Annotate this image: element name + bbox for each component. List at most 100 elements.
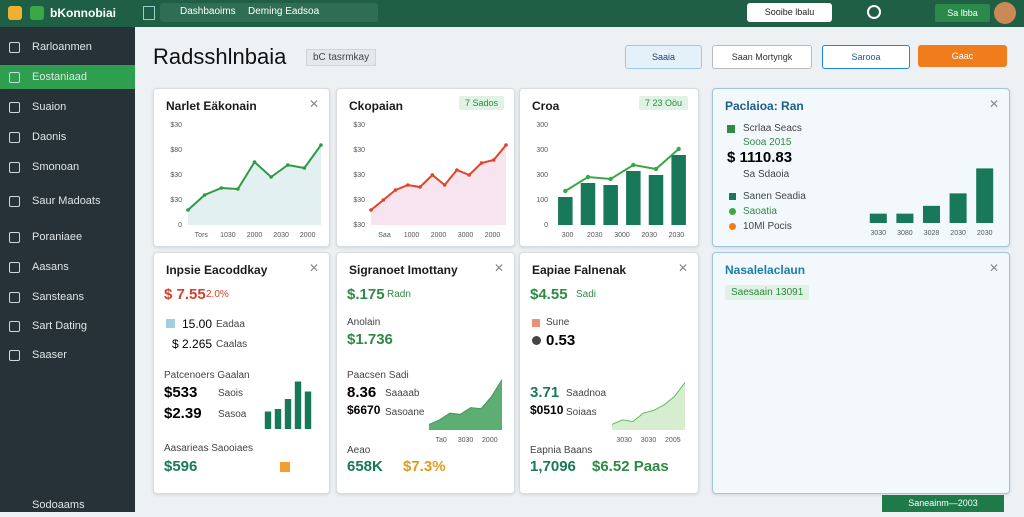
nav-label: Aasans [32, 261, 69, 273]
x-tick-label: 2000 [482, 437, 498, 444]
footer-label: Aasarieas Saooiaes [164, 443, 253, 454]
sub-label: Saaaab [385, 388, 420, 399]
nav-label: Sansteans [32, 291, 84, 303]
badge: Saesaain 13091 [725, 285, 810, 300]
card: Croa 7 23 Oöu 300 300 300 100 0 300 2030 3000 203… [519, 88, 699, 247]
nav-item[interactable]: Suaion [0, 95, 135, 119]
close[interactable]: ✕ [308, 261, 319, 275]
point [504, 143, 508, 147]
nav-item[interactable]: Eostaniaad [0, 65, 135, 89]
footer-value: $7.3% [403, 458, 446, 475]
bar [264, 411, 272, 429]
brand: bKonnobiai [50, 6, 116, 20]
badge: 7 Sados [458, 96, 504, 110]
note: Sa Sdaoia [743, 169, 790, 180]
close[interactable]: ✕ [308, 97, 319, 111]
nav-icon[interactable] [143, 6, 155, 20]
nav-label: Eostaniaad [32, 71, 88, 83]
nav-icon [9, 132, 20, 143]
nav-label: Saur Madoats [32, 195, 101, 207]
nav-item[interactable]: Daonis [0, 125, 135, 149]
line [370, 144, 507, 211]
sub-label: Saois [218, 388, 244, 399]
nav-icon [9, 262, 20, 273]
nav-footer[interactable]: Sodoaams [0, 493, 135, 517]
close[interactable]: ✕ [677, 261, 688, 275]
nav-item[interactable]: Aasans [0, 255, 135, 279]
legend-label: Scrlaa Seacs [743, 123, 802, 134]
button[interactable]: Sarooa [822, 45, 910, 69]
footer-value: 658K [347, 458, 383, 475]
nav-item[interactable]: Sart Dating [0, 314, 135, 338]
card-title: Ckopaian [349, 99, 404, 113]
nav-item[interactable]: Rarloanmen [0, 35, 135, 59]
nav-item[interactable]: Saaser [0, 343, 135, 367]
nav-item[interactable]: Poraniaee [0, 225, 135, 249]
nav-item[interactable]: Saur Madoats [0, 189, 135, 213]
card: Nasalelaclaun ✕ Saesaain 13091 [712, 252, 1010, 494]
button[interactable]: Gaac [918, 45, 1007, 67]
swatch [532, 336, 541, 345]
bar [922, 205, 941, 223]
x-tick-label: 2030 [587, 232, 603, 239]
close[interactable]: ✕ [493, 261, 504, 275]
x-tick-label: 3080 [897, 230, 913, 237]
logo [8, 6, 22, 20]
chart: 3030 3080 3028 2030 2030 [869, 168, 994, 237]
point [285, 163, 290, 167]
button[interactable]: Saan Mortyngk [712, 45, 812, 69]
point [269, 175, 273, 179]
label: Sune [546, 317, 570, 328]
top-bar: bKonnobiai Dashbaoims Deming Eadsoa Sooi… [0, 0, 1024, 27]
nav-icon [9, 232, 20, 243]
point [608, 176, 613, 182]
card-title: Eapiae Falnenak [532, 263, 627, 277]
close[interactable]: ✕ [988, 261, 999, 275]
nav-item[interactable]: Smonoan [0, 155, 135, 179]
sidebar: Rarloanmen Eostaniaad Suaion Daonis Smonoan S… [0, 27, 135, 512]
point [467, 173, 471, 177]
footer-value: $6.52 Paas [592, 458, 669, 475]
sub-value: 0.53 [546, 332, 576, 349]
search-box[interactable]: Dashbaoims Deming Eadsoa [160, 3, 378, 22]
legend-swatch [729, 223, 736, 230]
nav-label: Sodoaams [32, 499, 85, 511]
row-label: Caalas [216, 339, 248, 350]
logo-mark [30, 6, 44, 20]
account-button[interactable]: Sooibe lbalu [747, 3, 832, 22]
area [429, 379, 502, 430]
chart [264, 381, 312, 429]
legend-label: 10Ml Pocis [743, 221, 792, 232]
badge: 7 23 Oöu [638, 96, 688, 110]
sub-value: 8.36 [347, 384, 377, 401]
y-tick-label: $80 [170, 147, 182, 154]
x-tick-label: 3000 [614, 232, 630, 239]
card-title: Paclaioa: Ran [725, 99, 804, 113]
chart: $30 $30 $30 $30 $30 Saa 1000 2000 3000 2000 [353, 122, 508, 239]
card: Narlet Eäkonain ✕ $30 $80 $30 $30 0 Tors 1030 20… [153, 88, 330, 247]
point [202, 193, 207, 197]
point [381, 198, 386, 202]
nav-item[interactable]: Sansteans [0, 285, 135, 309]
area [371, 145, 506, 225]
icon [280, 462, 290, 472]
user-name[interactable]: Sa lbba [935, 4, 990, 22]
section: Patcenoers Gaalan [164, 370, 250, 381]
x-tick-label: 2000 [485, 232, 501, 239]
delta: Sadi [576, 289, 597, 300]
point [186, 208, 190, 212]
close[interactable]: ✕ [988, 97, 999, 111]
y-tick-label: $30 [353, 222, 365, 229]
card: Inpsie Eacoddkay ✕ $ 7.55 2.0% 15.00 Eada… [153, 252, 330, 494]
button[interactable]: Saaia [625, 45, 702, 69]
y-tick-label: 300 [536, 147, 548, 154]
footer-label: Eapnia Baans [530, 445, 593, 456]
page-title: Radsshlnbaia [153, 44, 287, 69]
x-tick-label: Ta0 [436, 437, 447, 444]
notify-icon[interactable] [867, 5, 881, 19]
nav-icon [9, 321, 20, 332]
avatar[interactable] [994, 2, 1016, 24]
bar [949, 193, 967, 223]
point [455, 168, 459, 172]
